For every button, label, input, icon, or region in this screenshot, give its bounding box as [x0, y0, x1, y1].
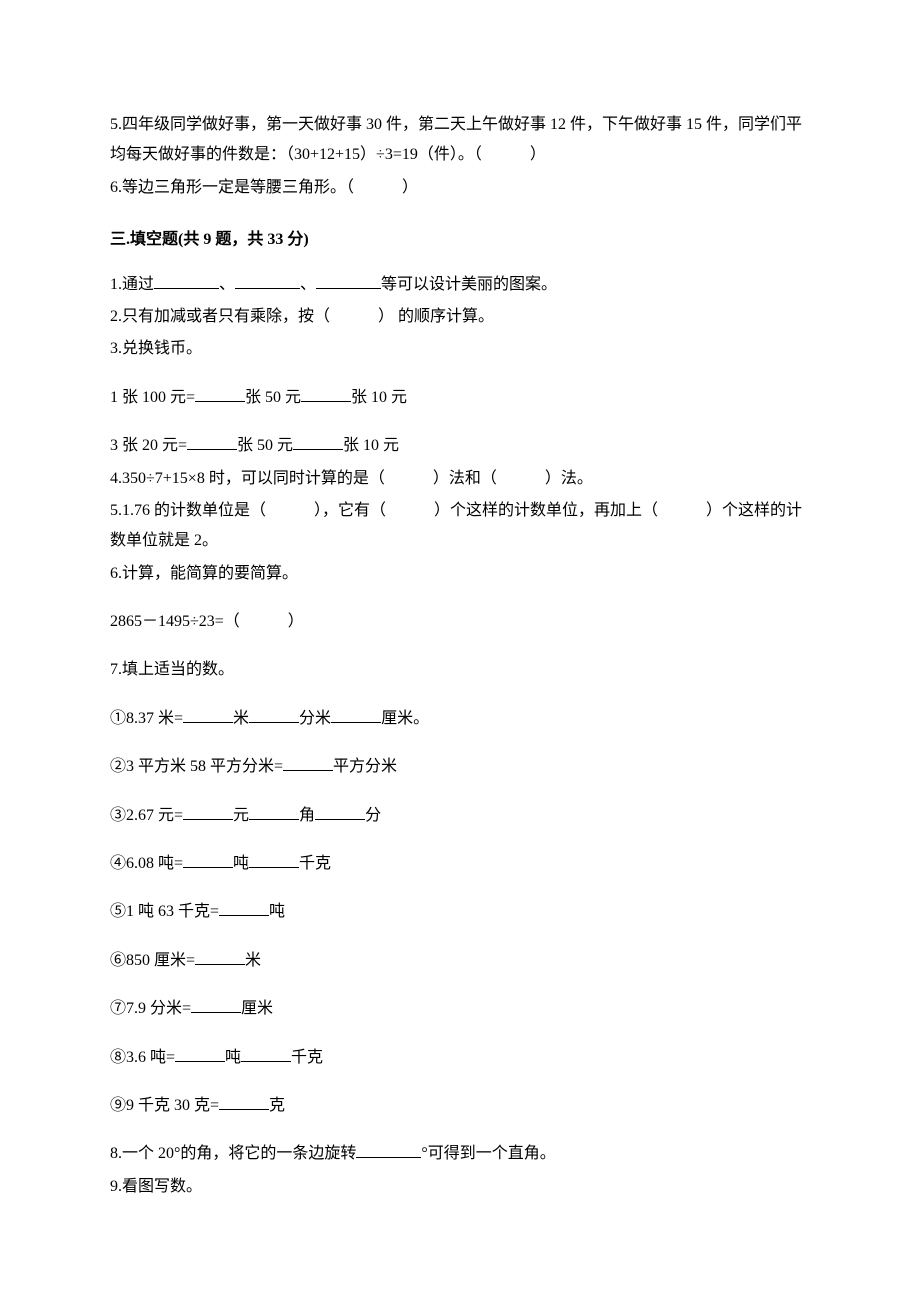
q-text: 3.兑换钱币。 [110, 340, 202, 357]
blank [219, 1094, 269, 1110]
q-text: ⑦7.9 分米= [110, 1000, 191, 1017]
question-text: 6.等边三角形一定是等腰三角形。（ ） [110, 179, 418, 196]
blank [187, 434, 237, 450]
q-text: 吨 [269, 903, 285, 920]
q-text: 千克 [299, 855, 331, 872]
q-text: 张 50 元 [237, 437, 293, 454]
q-text: ⑨9 千克 30 克= [110, 1097, 219, 1114]
question-3-7-3: ③2.67 元= 元 角 分 [110, 801, 810, 831]
question-3-5: 5.1.76 的计数单位是（ ），它有（ ）个这样的计数单位，再加上（ ）个这样… [110, 496, 810, 557]
q-text: 5.1.76 的计数单位是（ ），它有（ ）个这样的计数单位，再加上（ ）个这样… [110, 502, 802, 549]
blank [356, 1142, 421, 1158]
question-text: 5.四年级同学做好事，第一天做好事 30 件，第二天上午做好事 12 件，下午做… [110, 116, 802, 163]
blank [219, 900, 269, 916]
question-3-7-9: ⑨9 千克 30 克= 克 [110, 1091, 810, 1121]
q-text: 分 [365, 807, 381, 824]
blank [183, 804, 233, 820]
q-text: ⑧3.6 吨= [110, 1049, 175, 1066]
q-text: 1 张 100 元= [110, 389, 195, 406]
q-text: 、 [300, 276, 316, 293]
question-3-7-7: ⑦7.9 分米= 厘米 [110, 994, 810, 1024]
blank [154, 273, 219, 289]
q-text: ①8.37 米= [110, 710, 183, 727]
blank [195, 949, 245, 965]
q-text: 角 [299, 807, 315, 824]
q-text: ④6.08 吨= [110, 855, 183, 872]
q-text: 3 张 20 元= [110, 437, 187, 454]
question-3-3: 3.兑换钱币。 [110, 334, 810, 364]
q-text: 张 10 元 [351, 389, 407, 406]
q-text: 6.计算，能简算的要简算。 [110, 565, 298, 582]
q-text: ⑥850 厘米= [110, 952, 195, 969]
blank [241, 1046, 291, 1062]
question-3-8: 8.一个 20°的角，将它的一条边旋转 °可得到一个直角。 [110, 1139, 810, 1169]
blank [183, 852, 233, 868]
q-text: 2.只有加减或者只有乘除，按（ ） 的顺序计算。 [110, 308, 494, 325]
blank [315, 804, 365, 820]
q-text: 1.通过 [110, 276, 154, 293]
question-2-5: 5.四年级同学做好事，第一天做好事 30 件，第二天上午做好事 12 件，下午做… [110, 110, 810, 171]
q-text: 、 [219, 276, 235, 293]
blank [249, 852, 299, 868]
blank [249, 707, 299, 723]
question-3-4: 4.350÷7+15×8 时，可以同时计算的是（ ）法和（ ）法。 [110, 464, 810, 494]
q-text: 千克 [291, 1049, 323, 1066]
q-text: 分米 [299, 710, 331, 727]
q-text: °可得到一个直角。 [421, 1145, 555, 1162]
question-3-7-5: ⑤1 吨 63 千克= 吨 [110, 897, 810, 927]
q-text: 张 10 元 [343, 437, 399, 454]
question-3-3-line2: 3 张 20 元= 张 50 元 张 10 元 [110, 431, 810, 461]
q-text: 米 [245, 952, 261, 969]
blank [235, 273, 300, 289]
q-text: 米 [233, 710, 249, 727]
question-3-7-1: ①8.37 米= 米 分米 厘米。 [110, 704, 810, 734]
blank [293, 434, 343, 450]
question-3-7-2: ②3 平方米 58 平方分米= 平方分米 [110, 752, 810, 782]
question-3-3-line1: 1 张 100 元= 张 50 元 张 10 元 [110, 383, 810, 413]
question-3-2: 2.只有加减或者只有乘除，按（ ） 的顺序计算。 [110, 302, 810, 332]
blank [175, 1046, 225, 1062]
q-text: 7.填上适当的数。 [110, 661, 234, 678]
question-2-6: 6.等边三角形一定是等腰三角形。（ ） [110, 173, 810, 203]
q-text: 张 50 元 [245, 389, 301, 406]
q-text: 厘米 [241, 1000, 273, 1017]
q-text: 4.350÷7+15×8 时，可以同时计算的是（ ）法和（ ）法。 [110, 470, 593, 487]
q-text: 平方分米 [333, 758, 397, 775]
blank [301, 386, 351, 402]
blank [183, 707, 233, 723]
question-3-7-4: ④6.08 吨= 吨 千克 [110, 849, 810, 879]
q-text: 2865－1495÷23=（ ） [110, 613, 304, 630]
blank [316, 273, 381, 289]
blank [331, 707, 381, 723]
q-text: 克 [269, 1097, 285, 1114]
q-text: ⑤1 吨 63 千克= [110, 903, 219, 920]
blank [195, 386, 245, 402]
q-text: 吨 [225, 1049, 241, 1066]
question-3-7-6: ⑥850 厘米= 米 [110, 946, 810, 976]
q-text: 元 [233, 807, 249, 824]
question-3-1: 1.通过 、 、 等可以设计美丽的图案。 [110, 270, 810, 300]
question-3-6: 6.计算，能简算的要简算。 [110, 559, 810, 589]
q-text: 9.看图写数。 [110, 1178, 202, 1195]
section-3-title: 三.填空题(共 9 题，共 33 分) [110, 225, 810, 255]
blank [283, 755, 333, 771]
question-3-7: 7.填上适当的数。 [110, 655, 810, 685]
q-text: ②3 平方米 58 平方分米= [110, 758, 283, 775]
q-text: 等可以设计美丽的图案。 [381, 276, 557, 293]
question-3-6-expr: 2865－1495÷23=（ ） [110, 607, 810, 637]
q-text: ③2.67 元= [110, 807, 183, 824]
blank [249, 804, 299, 820]
blank [191, 997, 241, 1013]
q-text: 厘米。 [381, 710, 429, 727]
q-text: 吨 [233, 855, 249, 872]
question-3-9: 9.看图写数。 [110, 1172, 810, 1202]
q-text: 8.一个 20°的角，将它的一条边旋转 [110, 1145, 356, 1162]
question-3-7-8: ⑧3.6 吨= 吨 千克 [110, 1043, 810, 1073]
